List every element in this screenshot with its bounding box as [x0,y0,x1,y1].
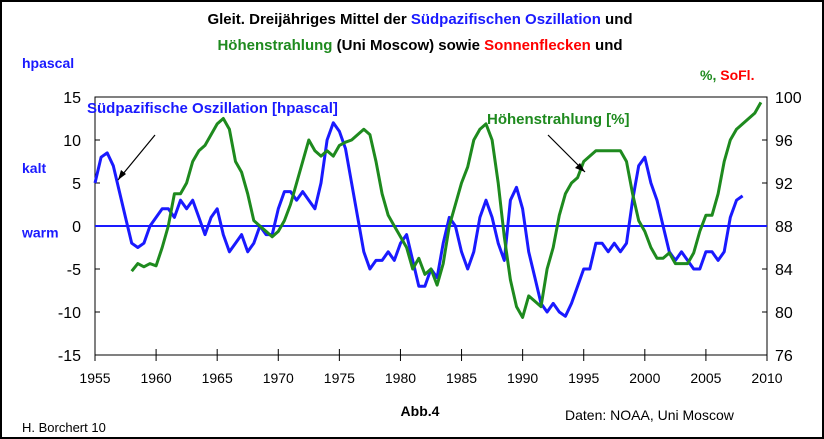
x-tick-label: 1960 [141,370,172,386]
y2-axis-label: %, SoFl. [700,67,754,83]
y-tick-label: -5 [67,262,81,279]
y-tick-label: 10 [63,133,81,150]
x-tick-label: 1985 [446,370,477,386]
title-part: Südpazifischen Oszillation [411,11,601,28]
credit: H. Borchert 10 [22,420,106,435]
y2-label-part: SoFl. [720,67,754,83]
title-part: und [605,11,633,28]
y2-tick-label: 100 [775,90,802,107]
x-tick-label: 1990 [507,370,538,386]
y-axis-label: hpascal [22,55,74,71]
y-tick-label: 5 [72,176,81,193]
x-tick-label: 1970 [263,370,294,386]
x-tick-label: 2005 [690,370,721,386]
y-note: kalt [22,160,46,176]
x-tick-label: 2010 [751,370,782,386]
y2-tick-label: 96 [775,133,793,150]
annotation: Höhenstrahlung [%] [487,111,630,128]
title-part: Gleit. Dreijähriges Mittel der [207,11,406,28]
line-series [93,121,744,318]
chart-title: Gleit. Dreijähriges Mittel der Südpazifi… [207,11,632,28]
y2-label-part: %, [700,67,716,83]
x-tick-label: 1975 [324,370,355,386]
title-part: und [595,37,623,54]
x-tick-label: 1965 [202,370,233,386]
title-part: Sonnenflecken [484,37,591,54]
title-part: (Uni Moscow) sowie [337,37,480,54]
figure-label: Abb.4 [401,403,440,419]
arrow [117,134,156,181]
y-tick-label: -15 [58,348,81,365]
y2-tick-label: 84 [775,262,793,279]
x-tick-label: 1980 [385,370,416,386]
y-tick-label: 15 [63,90,81,107]
source: Daten: NOAA, Uni Moscow [565,407,735,423]
x-tick-label: 2000 [629,370,660,386]
y2-tick-label: 92 [775,176,793,193]
x-tick-label: 1995 [568,370,599,386]
x-tick-label: 1955 [79,370,110,386]
y2-tick-label: 80 [775,305,793,322]
y-tick-label: 0 [72,219,81,236]
y2-tick-label: 76 [775,348,793,365]
annotation: Südpazifische Oszillation [hpascal] [87,100,338,117]
title-part: Höhenstrahlung [217,37,332,54]
chart-title: Höhenstrahlung (Uni Moscow) sowie Sonnen… [217,37,622,54]
arrowhead [118,170,126,180]
line-series [130,101,763,319]
arrowhead [575,163,585,172]
y-tick-label: -10 [58,305,81,322]
y2-tick-label: 88 [775,219,793,236]
y-note: warm [21,225,59,241]
